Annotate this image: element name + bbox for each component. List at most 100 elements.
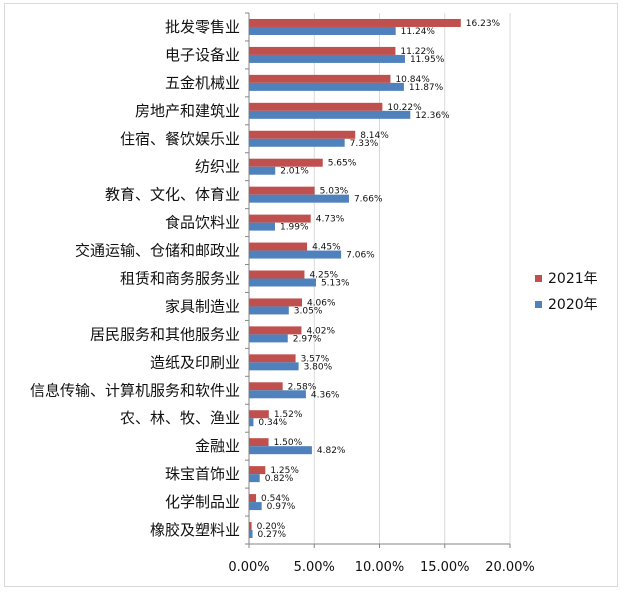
data-label: 2.01%	[280, 167, 309, 177]
bar-2020	[249, 54, 405, 63]
x-tick-label: 15.00%	[420, 560, 470, 575]
bar-2021	[249, 298, 302, 307]
bar-2020	[249, 390, 306, 399]
data-label: 4.06%	[307, 298, 336, 308]
data-label: 4.25%	[309, 271, 338, 281]
x-tick-label: 5.00%	[294, 560, 335, 575]
bar-2020	[249, 250, 342, 259]
category-label: 批发零售业	[165, 18, 240, 36]
bar-2021	[249, 186, 315, 195]
data-label: 11.95%	[410, 55, 445, 65]
data-label: 0.97%	[267, 502, 296, 512]
x-tick-label: 20.00%	[485, 560, 535, 575]
data-label: 3.80%	[304, 362, 333, 372]
category-label: 化学制品业	[165, 493, 240, 511]
data-label: 4.36%	[311, 390, 340, 400]
category-label: 纺织业	[195, 158, 240, 176]
bar-2021	[249, 214, 311, 223]
x-tick-label: 0.00%	[228, 560, 269, 575]
bar-2020	[249, 446, 312, 455]
category-label: 教育、文化、体育业	[105, 186, 240, 204]
bar-2020	[249, 474, 260, 483]
category-label: 农、林、牧、渔业	[120, 409, 240, 427]
bar-2021	[249, 522, 252, 531]
category-label: 租赁和商务服务业	[120, 270, 240, 288]
bar-2021	[249, 74, 391, 83]
bar-2020	[249, 194, 349, 203]
legend-swatch	[535, 275, 542, 282]
bar-2021	[249, 410, 269, 419]
legend-swatch	[535, 301, 542, 308]
bar-2021	[249, 354, 296, 363]
data-label: 10.84%	[395, 75, 430, 85]
bar-2020	[249, 362, 299, 371]
bar-2021	[249, 130, 356, 139]
bar-2021	[249, 326, 302, 335]
category-label: 电子设备业	[165, 46, 240, 64]
bar-2021	[249, 438, 269, 447]
data-label: 2.58%	[288, 382, 317, 392]
category-label: 房地产和建筑业	[135, 102, 240, 120]
bar-2021	[249, 382, 283, 391]
data-label: 0.82%	[265, 474, 294, 484]
bar-2020	[249, 418, 254, 427]
bar-2020	[249, 82, 404, 91]
data-label: 0.20%	[257, 522, 286, 532]
bar-2021	[249, 466, 266, 475]
data-label: 4.02%	[306, 326, 335, 336]
chart-frame	[4, 3, 618, 587]
category-label: 橡胶及塑料业	[150, 521, 240, 539]
data-label: 1.99%	[280, 223, 309, 233]
bar-2020	[249, 334, 288, 343]
data-label: 5.03%	[320, 187, 349, 197]
category-label: 家具制造业	[165, 297, 240, 315]
legend-entry: 2020年	[548, 297, 598, 313]
category-label: 五金机械业	[165, 74, 240, 92]
data-label: 1.50%	[274, 438, 303, 448]
bar-2021	[249, 242, 308, 251]
data-label: 1.52%	[274, 410, 303, 420]
bar-2021	[249, 270, 305, 279]
category-label: 住宿、餐饮娱乐业	[120, 130, 240, 148]
bar-2020	[249, 138, 345, 147]
data-label: 0.27%	[258, 530, 287, 540]
data-label: 1.25%	[270, 466, 299, 476]
bar-2020	[249, 278, 316, 287]
data-label: 7.66%	[354, 195, 383, 205]
bar-2021	[249, 18, 461, 27]
bar-2020	[249, 110, 411, 119]
bar-2021	[249, 102, 383, 111]
category-label: 金融业	[195, 437, 240, 455]
bar-2020	[249, 502, 262, 511]
bar-2021	[249, 158, 323, 167]
category-label: 珠宝首饰业	[165, 465, 240, 483]
data-label: 0.34%	[258, 418, 287, 428]
category-label: 信息传输、计算机服务和软件业	[30, 381, 240, 399]
bar-2021	[249, 46, 396, 55]
category-label: 造纸及印刷业	[150, 353, 240, 371]
data-label: 10.22%	[387, 103, 422, 113]
data-label: 11.87%	[409, 83, 444, 93]
x-tick-label: 10.00%	[355, 560, 405, 575]
data-label: 3.05%	[294, 306, 323, 316]
legend-entry: 2021年	[548, 271, 598, 287]
data-label: 4.82%	[317, 446, 346, 456]
category-label: 居民服务和其他服务业	[90, 325, 240, 343]
data-label: 7.06%	[346, 251, 375, 261]
data-label: 4.73%	[316, 215, 345, 225]
bar-2020	[249, 26, 396, 35]
category-label: 交通运输、仓储和邮政业	[75, 242, 240, 260]
data-label: 16.23%	[466, 19, 501, 29]
data-label: 4.45%	[312, 243, 341, 253]
data-label: 0.54%	[261, 494, 290, 504]
data-label: 8.14%	[360, 131, 389, 141]
data-label: 12.36%	[415, 111, 450, 121]
data-label: 11.24%	[401, 27, 436, 37]
bar-2020	[249, 530, 253, 539]
bar-2020	[249, 306, 289, 315]
data-label: 5.13%	[321, 279, 350, 289]
data-label: 7.33%	[350, 139, 379, 149]
bar-2020	[249, 166, 276, 175]
data-label: 3.57%	[301, 354, 330, 364]
